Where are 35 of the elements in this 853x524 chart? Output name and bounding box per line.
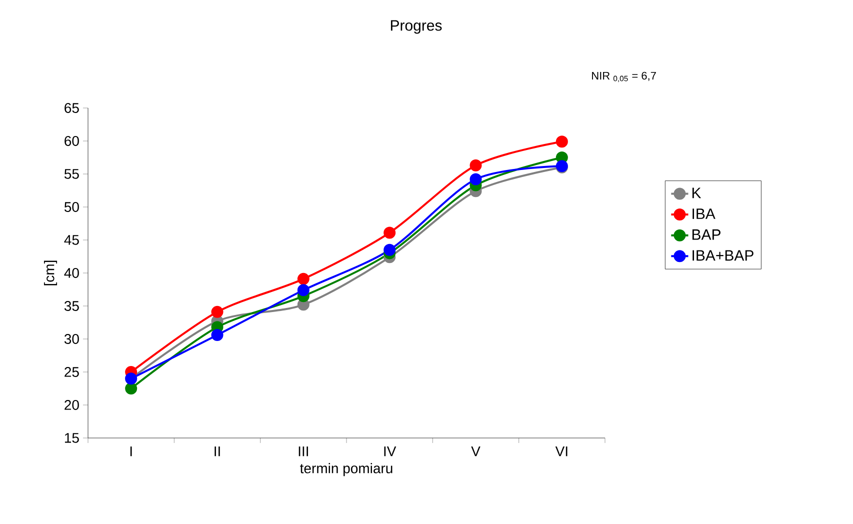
x-tick-label: I bbox=[130, 446, 132, 456]
point bbox=[384, 226, 396, 239]
y-tick-label: 35 bbox=[64, 301, 79, 311]
point bbox=[297, 272, 310, 285]
point bbox=[297, 284, 310, 296]
point bbox=[125, 382, 138, 394]
y-tick-label: 40 bbox=[64, 268, 79, 278]
legend-label: BAP bbox=[692, 229, 720, 240]
legend-label: IBA bbox=[692, 208, 716, 219]
x-tick-label: IV bbox=[384, 446, 396, 456]
legend-label: IBA+BAP bbox=[692, 250, 754, 261]
y-tick-label: 50 bbox=[64, 202, 79, 212]
x-tick-label: V bbox=[471, 446, 480, 456]
point bbox=[470, 173, 482, 186]
point bbox=[470, 159, 482, 172]
legend-label: K bbox=[692, 188, 702, 198]
point bbox=[211, 306, 224, 318]
y-tick-label: 65 bbox=[64, 103, 79, 113]
y-tick-label: 30 bbox=[64, 334, 79, 344]
y-tick-label: 55 bbox=[64, 169, 79, 179]
y-tick-label: 45 bbox=[64, 235, 79, 245]
point bbox=[384, 244, 396, 256]
x-tick-label: II bbox=[214, 446, 220, 456]
chart-title: Progres bbox=[390, 20, 442, 34]
y-tick-label: 20 bbox=[64, 400, 79, 410]
y-tick-label: 15 bbox=[64, 433, 79, 443]
point bbox=[556, 136, 568, 148]
y-axis-title: [cm] bbox=[44, 260, 58, 286]
x-axis-title: termin pomiaru bbox=[300, 463, 392, 476]
text: NIR $_{0,05}$ = 6,7 bbox=[592, 72, 656, 82]
x-tick-label: VI bbox=[555, 446, 568, 456]
x-tick-label: III bbox=[298, 446, 308, 456]
point bbox=[211, 329, 224, 342]
y-tick-label: 60 bbox=[64, 136, 79, 146]
y-tick-label: 25 bbox=[64, 367, 79, 377]
